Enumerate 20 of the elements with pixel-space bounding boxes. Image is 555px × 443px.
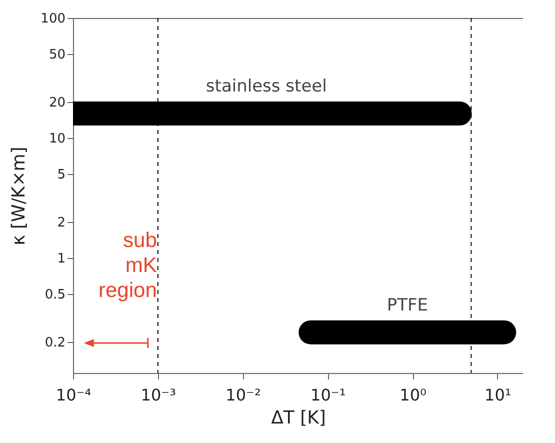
y-tick-label: 100 bbox=[40, 12, 66, 26]
x-tick-label: 10⁰ bbox=[400, 386, 426, 404]
x-tick-label: 10⁻¹ bbox=[310, 386, 346, 404]
y-tick-label: 0.2 bbox=[44, 335, 66, 350]
y-tick-label: 50 bbox=[48, 48, 66, 63]
y-tick-label: 0.5 bbox=[44, 288, 66, 303]
annotation: sub mK region bbox=[98, 229, 157, 302]
series-label: PTFE bbox=[386, 295, 428, 316]
y-tick-label: 5 bbox=[57, 168, 66, 183]
x-tick-label: 10¹ bbox=[484, 386, 512, 404]
y-tick-label: 20 bbox=[48, 95, 66, 110]
x-tick-label: 10⁻² bbox=[226, 386, 261, 404]
y-tick-label: 1 bbox=[57, 251, 66, 266]
x-tick-label: 10⁻⁴ bbox=[56, 386, 92, 404]
y-tick-label: 2 bbox=[57, 215, 66, 230]
y-axis-title: κ [W/K×m] bbox=[8, 146, 30, 246]
y-tick-label: 10 bbox=[48, 131, 66, 146]
x-axis-title: ΔT [K] bbox=[271, 408, 326, 428]
series-label: stainless steel bbox=[206, 76, 327, 96]
x-tick-label: 10⁻³ bbox=[140, 386, 176, 404]
